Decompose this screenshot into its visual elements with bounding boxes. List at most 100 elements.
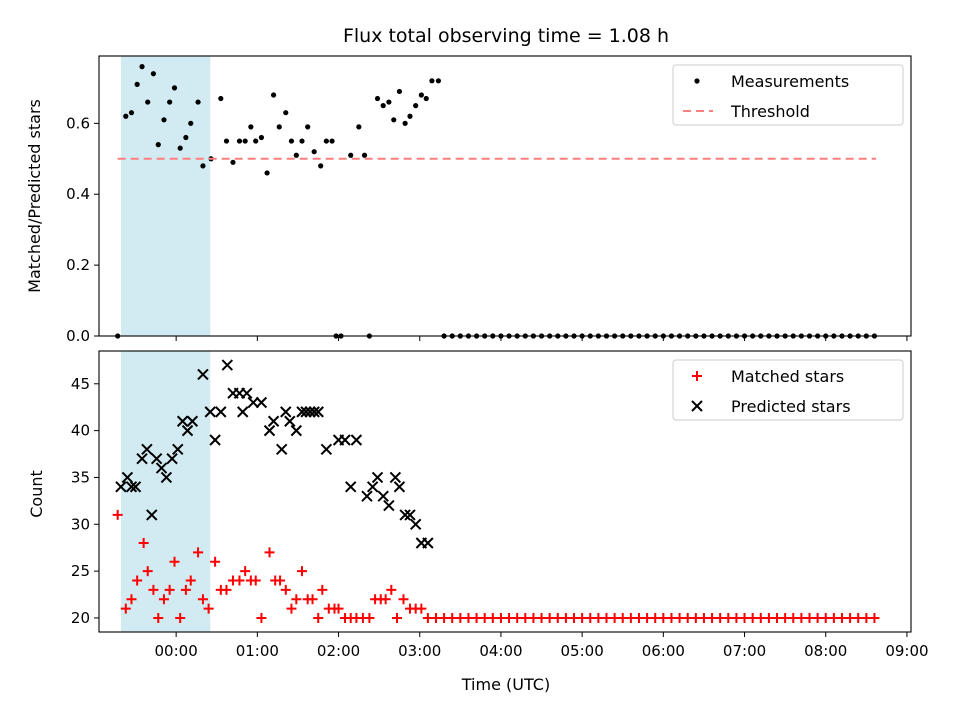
bottom-matched-stars-point-49 (392, 612, 403, 623)
bottom-predicted-stars-point-49 (399, 509, 411, 521)
bottom-matched-stars-point-34 (307, 594, 318, 605)
chart-title: Flux total observing time = 1.08 h (343, 25, 669, 47)
bottom-y-tick-label-0: 20 (71, 609, 90, 627)
bottom-predicted-stars-point-10 (166, 453, 178, 465)
x-tick-label-9: 07:00 (723, 642, 766, 660)
bottom-matched-stars-point-14 (193, 547, 204, 558)
top-measurements-point-2 (128, 110, 135, 116)
bottom-predicted-stars-point-14 (186, 415, 199, 427)
bottom-predicted-stars-point-5 (141, 443, 153, 456)
top-measurements-point-44 (380, 103, 386, 109)
bottom-predicted-stars-point-50 (404, 509, 416, 521)
bottom-predicted-stars-point-6 (146, 509, 158, 521)
bottom-predicted-stars-point-35 (308, 406, 320, 418)
top-measurements-point-6 (150, 71, 157, 77)
bottom-legend-label-0: Matched stars (731, 367, 844, 386)
top-measurements-point-46 (391, 117, 397, 123)
top-y-tick-label-1: 0.2 (66, 256, 90, 274)
bottom-matched-stars-point-29 (280, 584, 291, 595)
bottom-y-tick-label-4: 40 (71, 422, 90, 440)
bottom-predicted-stars-point-47 (389, 471, 402, 484)
bottom-matched-stars-point-12 (180, 584, 191, 595)
bottom-predicted-stars-point-42 (361, 490, 373, 502)
top-measurements-point-27 (276, 124, 282, 130)
bottom-matched-stars-point-32 (297, 566, 307, 577)
bottom-predicted-stars-point-46 (383, 499, 395, 512)
bottom-predicted-stars-point-0 (115, 481, 127, 493)
bottom-predicted-stars-point-32 (296, 406, 308, 418)
top-measurements-point-52 (423, 95, 429, 102)
bottom-predicted-stars-point-37 (320, 443, 333, 456)
bottom-matched-stars-point-19 (221, 584, 232, 595)
top-measurements-point-35 (323, 138, 329, 144)
top-measurements-point-34 (318, 163, 324, 169)
bottom-predicted-stars-point-12 (176, 415, 189, 427)
bottom-matched-stars-point-35 (313, 612, 324, 623)
bottom-matched-stars-point-9 (164, 584, 175, 595)
top-legend-label-0: Measurements (731, 72, 849, 91)
bottom-axes-frame (98, 350, 912, 633)
bottom-predicted-stars-point-28 (275, 443, 288, 456)
bottom-matched-stars-point-4 (138, 538, 149, 549)
bottom-predicted-stars-point-16 (204, 406, 216, 418)
top-measurements-point-32 (305, 124, 311, 130)
bottom-predicted-stars-point-22 (237, 406, 249, 418)
bottom-matched-stars-point-25 (256, 612, 267, 623)
bottom-predicted-stars-point-9 (160, 471, 173, 484)
top-axes-frame (98, 55, 912, 337)
bottom-predicted-stars-point-18 (215, 406, 227, 418)
bottom-matched-stars-point-109 (869, 612, 880, 623)
bottom-predicted-stars-point-13 (181, 424, 194, 437)
bottom-matched-stars-point-13 (185, 575, 196, 586)
bottom-predicted-stars-point-33 (300, 406, 312, 418)
x-tick-label-2: 00:00 (155, 642, 198, 660)
top-measurements-point-36 (329, 138, 335, 144)
top-measurements-point-24 (258, 134, 264, 141)
top-measurements-point-19 (230, 159, 236, 165)
bottom-legend-matched-swatch (692, 371, 702, 381)
x-tick-label-3: 01:00 (236, 642, 279, 660)
x-tick-label-6: 04:00 (479, 642, 522, 660)
bottom-matched-stars-point-17 (210, 556, 221, 567)
top-y-axis-label: Matched/Predicted stars (25, 99, 44, 293)
bottom-matched-stars-point-2 (126, 594, 137, 605)
bottom-predicted-stars-point-29 (280, 406, 292, 418)
top-measurements-point-14 (195, 99, 201, 105)
x-tick-label-11: 09:00 (885, 642, 928, 660)
bottom-matched-stars-point-26 (264, 547, 275, 558)
bottom-predicted-stars-point-17 (209, 434, 221, 446)
top-measurements-point-26 (270, 92, 277, 98)
bottom-predicted-stars-point-2 (125, 481, 138, 493)
top-measurements-point-7 (155, 142, 161, 148)
bottom-matched-stars-point-1 (120, 603, 131, 614)
bottom-predicted-stars-point-43 (366, 481, 379, 493)
top-measurements-point-40 (356, 124, 362, 130)
bottom-y-tick-label-1: 25 (71, 562, 90, 580)
bottom-predicted-stars-point-26 (263, 424, 276, 437)
bottom-panel: 00:00 01:00 02:00 03:00 04:00 05:00 06:00 07:00… (71, 350, 929, 660)
bottom-legend-predicted-swatch (691, 400, 703, 412)
top-measurements-point-22 (248, 124, 254, 130)
bottom-predicted-stars-point-34 (304, 406, 316, 418)
bottom-matched-stars-point-3 (132, 575, 143, 586)
bottom-predicted-stars-point-31 (290, 424, 303, 437)
top-measurements-point-21 (242, 138, 248, 144)
bottom-predicted-stars-point-48 (393, 481, 406, 493)
bottom-predicted-stars-point-8 (155, 462, 168, 474)
top-y-tick-label-0: 0.0 (66, 327, 90, 345)
bottom-predicted-stars-point-7 (150, 453, 163, 465)
top-measurements-point-43 (374, 95, 381, 102)
top-measurements-point-3 (134, 81, 140, 87)
bottom-matched-stars-point-7 (153, 612, 164, 623)
bottom-predicted-stars-point-41 (350, 434, 363, 446)
top-measurements-point-5 (145, 99, 151, 105)
bottom-predicted-stars-point-24 (247, 396, 259, 409)
x-tick-label-7: 05:00 (561, 642, 604, 660)
top-measurements-point-25 (264, 170, 270, 176)
top-measurements-point-9 (167, 99, 173, 105)
bottom-predicted-stars-point-51 (409, 518, 422, 530)
bottom-predicted-stars-point-15 (197, 368, 209, 381)
top-measurements-point-1 (123, 113, 129, 119)
top-measurements-point-8 (161, 117, 167, 123)
bottom-legend-label-1: Predicted stars (731, 397, 851, 416)
